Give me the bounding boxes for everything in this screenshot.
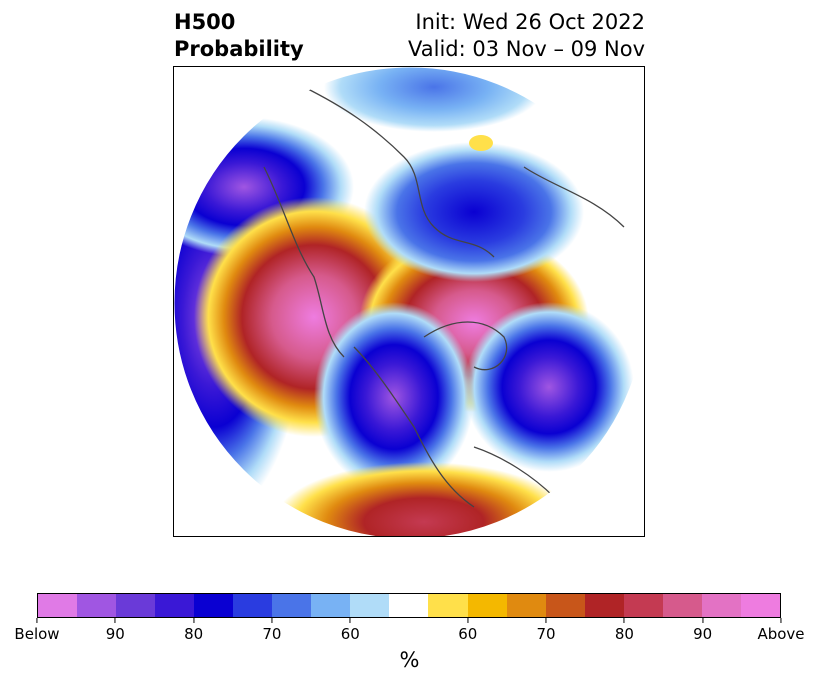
colorbar-cell	[350, 594, 390, 617]
colorbar-cell	[662, 594, 702, 617]
valid-range: Valid: 03 Nov – 09 Nov	[408, 37, 645, 61]
colorbar-cell	[272, 594, 312, 617]
atlantic-negative-anomaly	[464, 302, 634, 472]
colorbar-cell	[311, 594, 351, 617]
colorbar	[37, 593, 781, 618]
colorbar-cell	[389, 594, 429, 617]
colorbar-tick-label: 60	[458, 618, 477, 643]
colorbar-tick-label: Below	[14, 618, 60, 643]
colorbar-cell	[506, 594, 546, 617]
polar-disk	[174, 67, 644, 536]
colorbar-cell	[38, 594, 78, 617]
colorbar-tick-label: 90	[693, 618, 712, 643]
title-type: Probability	[174, 37, 304, 61]
colorbar-cell	[623, 594, 663, 617]
colorbar-units-label: %	[399, 648, 420, 672]
colorbar-tick-label: 60	[341, 618, 360, 643]
colorbar-cell	[701, 594, 741, 617]
colorbar-cell	[467, 594, 507, 617]
colorbar-cell	[77, 594, 117, 617]
colorbar-tick-label: Above	[757, 618, 805, 643]
map-panel	[173, 66, 645, 537]
map-title-left: H500 Probability	[174, 9, 304, 63]
colorbar-tick-label: 70	[262, 618, 281, 643]
colorbar-cell	[584, 594, 624, 617]
colorbar-cell	[116, 594, 156, 617]
map-title-right: Init: Wed 26 Oct 2022 Valid: 03 Nov – 09…	[408, 9, 645, 63]
southern-positive-anomaly	[274, 462, 574, 536]
colorbar-cell	[428, 594, 468, 617]
colorbar-tick-label: 90	[106, 618, 125, 643]
colorbar-cell	[545, 594, 585, 617]
colorbar-cell	[194, 594, 234, 617]
colorbar-tick-label: 80	[184, 618, 203, 643]
colorbar-cell	[233, 594, 273, 617]
colorbar-cell	[740, 594, 780, 617]
title-variable: H500	[174, 10, 236, 34]
init-date: Init: Wed 26 Oct 2022	[415, 10, 645, 34]
probability-map	[174, 67, 644, 536]
eurasia-negative-anomaly	[364, 142, 584, 282]
coastlines	[263, 86, 625, 508]
colorbar-tick-label: 70	[537, 618, 556, 643]
colorbar-cell	[155, 594, 195, 617]
colorbar-ticks: Below 90 80 70 60 60 70 80 90 Above	[14, 618, 805, 648]
colorbar-tick-label: 80	[615, 618, 634, 643]
